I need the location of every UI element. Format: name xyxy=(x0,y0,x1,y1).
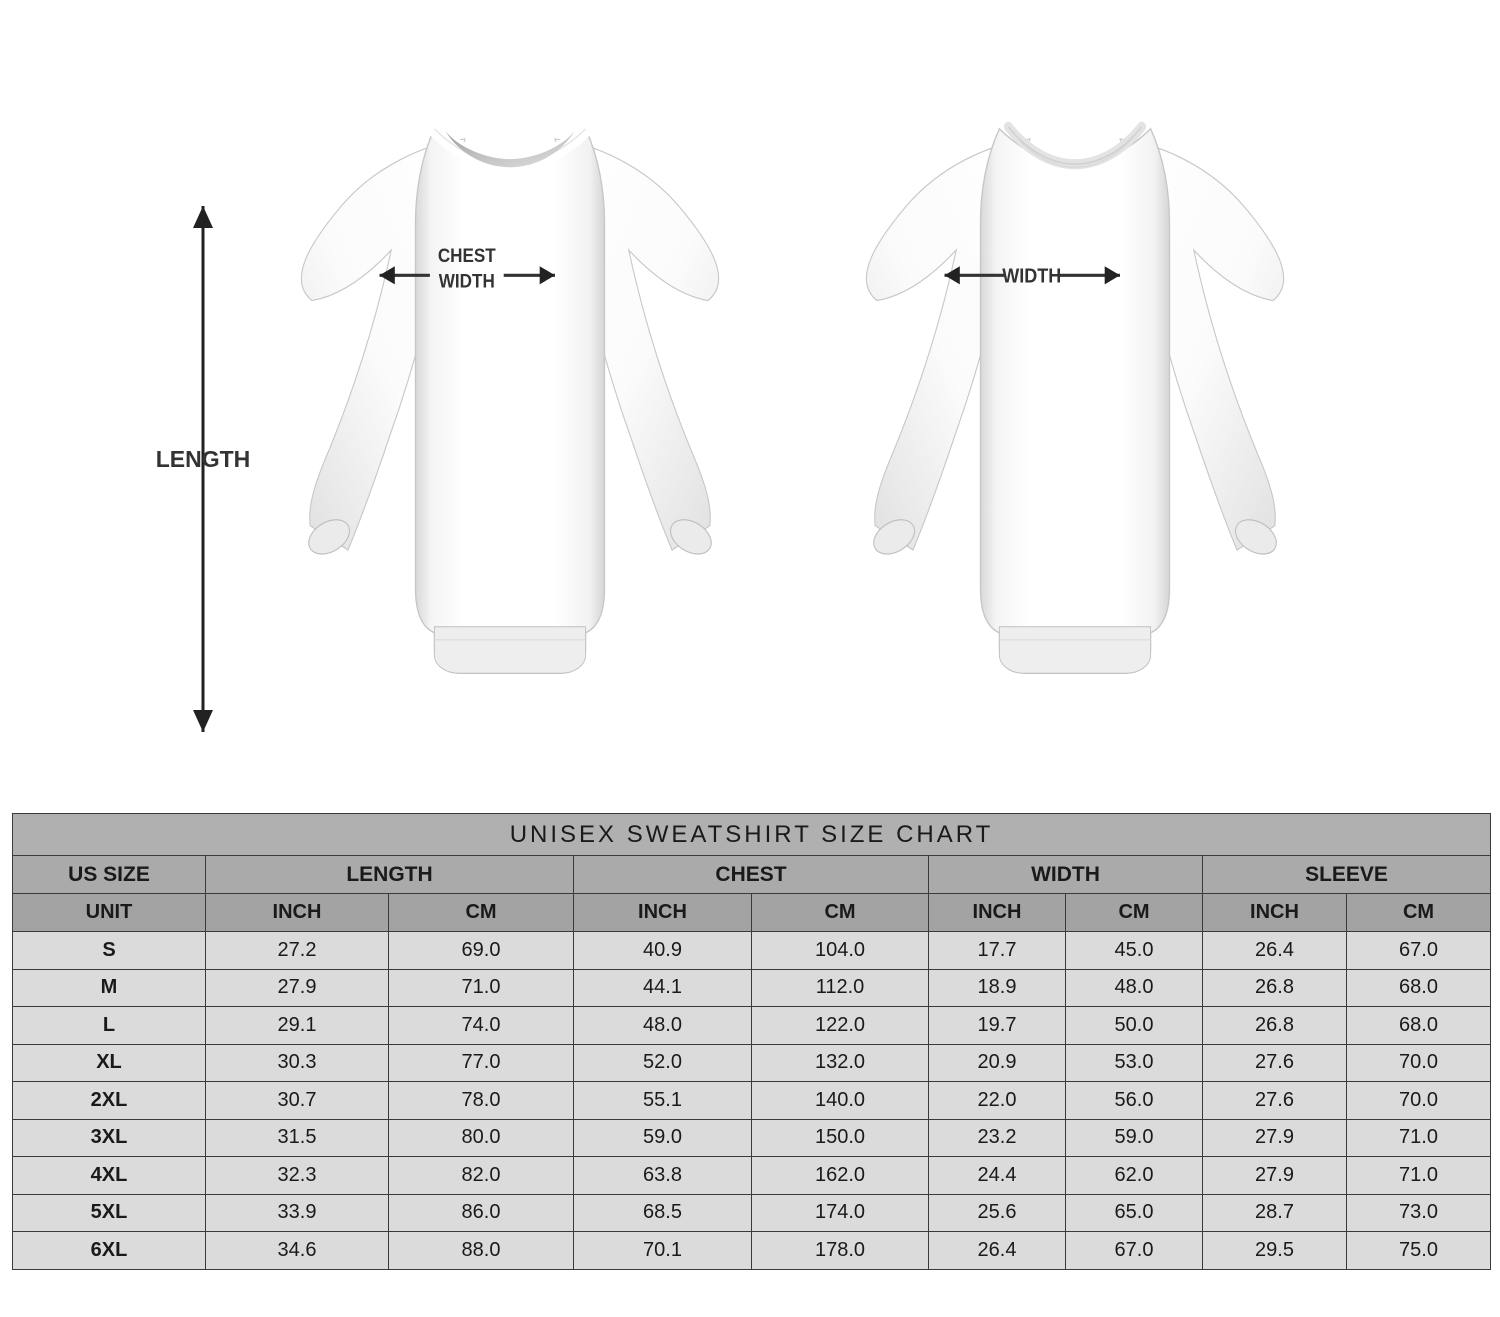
svg-text:CHEST: CHEST xyxy=(438,245,496,266)
svg-text:LENGTH: LENGTH xyxy=(156,446,251,472)
svg-text:WIDTH: WIDTH xyxy=(439,271,495,292)
svg-text:WIDTH: WIDTH xyxy=(1002,265,1061,287)
